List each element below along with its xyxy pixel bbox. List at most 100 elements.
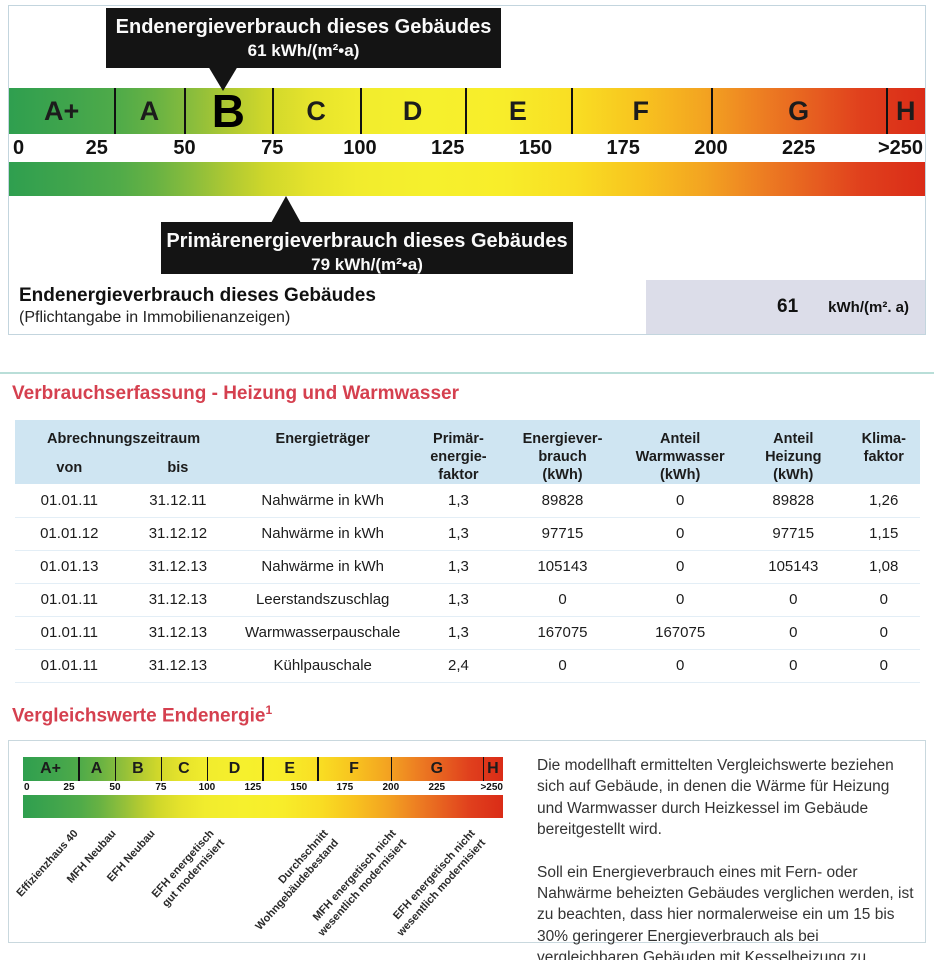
table-cell: 1,15: [847, 517, 920, 551]
table-cell: 105143: [738, 550, 848, 584]
table-cell: 0: [847, 583, 920, 617]
table-cell: 01.01.11: [15, 484, 124, 518]
comparison-panel: A+ A B C D E F G H 0 25 50 75 100 125 150 175 200 225 >250…: [8, 740, 926, 960]
table-cell: 97715: [738, 517, 848, 551]
table-cell: 01.01.12: [15, 517, 124, 551]
footnote-marker: 1: [265, 703, 273, 717]
summary-title: Endenergieverbrauch dieses Gebäudes: [19, 285, 376, 306]
scale-tick-label: 25: [85, 137, 108, 159]
summary-subtitle: (Pflichtangabe in Immobilienanzeigen): [19, 309, 291, 326]
consumption-table: Abrechnungszeitraum Energieträger Primär- …: [15, 420, 920, 683]
scale-tick-label: 225: [428, 782, 446, 793]
table-cell: 0: [621, 649, 739, 683]
scale-tick-label: 200: [382, 782, 400, 793]
end-energy-callout: Endenergieverbrauch dieses Gebäudes 61 k…: [106, 8, 501, 68]
comparison-gradient-band: [23, 795, 503, 818]
table-row: 01.01.11 31.12.13 Kühlpauschale 2,4 0 0 0 0: [15, 649, 920, 683]
end-energy-pointer: [208, 66, 239, 91]
scale-tick-label: 150: [518, 137, 553, 159]
efficiency-class-g: G: [788, 95, 810, 126]
scale-tick-label: 25: [63, 782, 75, 793]
comparison-tick-row: 0 25 50 75 100 125 150 175 200 225 >250: [23, 781, 503, 794]
class-boundary-line: [710, 88, 713, 134]
table-cell: Leerstandszuschlag: [232, 583, 414, 617]
table-cell: 31.12.13: [123, 649, 233, 683]
column-header: Anteil Heizung (kWh): [738, 420, 848, 485]
class-boundary-line: [570, 88, 573, 134]
scale-tick-label: 75: [155, 782, 167, 793]
efficiency-class-a-plus: A+: [44, 95, 80, 126]
primary-energy-band: [9, 162, 925, 196]
scale-tick-label: 100: [198, 782, 216, 793]
table-cell: 01.01.11: [15, 616, 124, 650]
efficiency-class-f: F: [632, 95, 649, 126]
table-cell: 0: [621, 583, 739, 617]
scale-tick-label: 175: [606, 137, 640, 159]
scale-tick-label: 125: [244, 782, 262, 793]
table-cell: 0: [847, 616, 920, 650]
energy-scale-panel: Endenergieverbrauch dieses Gebäudes 61 k…: [8, 5, 926, 335]
table-row: 01.01.12 31.12.12 Nahwärme in kWh 1,3 97715 0…: [15, 517, 920, 551]
table-cell: Kühlpauschale: [232, 649, 414, 683]
class-boundary-line: [114, 757, 117, 781]
table-cell: 97715: [503, 517, 622, 551]
table-cell: 1,3: [413, 616, 504, 650]
class-boundary-line: [482, 757, 485, 781]
table-cell: Warmwasserpauschale: [232, 616, 414, 650]
efficiency-class-b: B: [132, 760, 144, 777]
class-boundary-line: [262, 757, 264, 781]
column-header: Primär- energie- faktor: [413, 420, 504, 485]
table-cell: 0: [621, 550, 739, 584]
table-cell: 31.12.13: [123, 583, 233, 617]
table-cell: Nahwärme in kWh: [232, 517, 414, 551]
consumption-section-title: Verbrauchserfassung - Heizung und Warmwa…: [12, 383, 459, 404]
scale-tick-label: 50: [109, 782, 121, 793]
class-boundary-line: [160, 757, 163, 781]
scale-tick-label: 225: [781, 137, 816, 159]
table-cell: 1,3: [413, 517, 504, 551]
scale-tick-label: >250: [480, 782, 503, 793]
column-subheader-bis: bis: [123, 459, 233, 485]
comparison-section-title: Vergleichswerte Endenergie1: [12, 703, 272, 727]
class-boundary-line: [272, 88, 275, 134]
comparison-class-band: A+ A B C D E F G H: [23, 757, 503, 781]
column-header-abrechnungszeitraum: Abrechnungszeitraum: [15, 420, 233, 460]
table-cell: 01.01.11: [15, 583, 124, 617]
end-energy-callout-title: Endenergieverbrauch dieses Gebäudes: [115, 16, 492, 38]
table-cell: 01.01.13: [15, 550, 124, 584]
end-energy-callout-value: 61 kWh/(m²•a): [247, 41, 360, 60]
table-cell: 0: [738, 616, 848, 650]
primary-energy-callout: Primärenergieverbrauch dieses Gebäudes 7…: [161, 222, 573, 274]
table-cell: 31.12.13: [123, 550, 233, 584]
reference-building-labels: Effizienzhaus 40 MFH Neubau EFH Neubau EFH …: [14, 827, 503, 942]
class-boundary-line: [317, 757, 319, 781]
reference-building-label: EFH energetisch gut modernisiert: [149, 827, 228, 910]
table-cell: 105143: [503, 550, 622, 584]
table-cell: 1,3: [413, 583, 504, 617]
table-cell: 31.12.12: [123, 517, 233, 551]
efficiency-class-h: H: [487, 760, 499, 777]
class-boundary-line: [184, 88, 187, 134]
table-cell: Nahwärme in kWh: [232, 550, 414, 584]
table-cell: 0: [621, 484, 739, 518]
efficiency-class-e: E: [284, 760, 295, 777]
table-cell: 167075: [621, 616, 739, 650]
scale-tick-label: 50: [173, 137, 196, 159]
scale-tick-row: 0 25 50 75 100 125 150 175 200 225 >250: [9, 134, 925, 162]
class-boundary-line: [886, 88, 889, 134]
table-cell: 1,08: [847, 550, 920, 584]
primary-energy-pointer: [271, 196, 302, 223]
table-cell: 89828: [738, 484, 848, 518]
column-header: Klima- faktor: [847, 420, 920, 485]
table-row: 01.01.11 31.12.13 Warmwasserpauschale 1,3 16…: [15, 616, 920, 650]
comparison-title-text: Vergleichswerte Endenergie: [12, 705, 266, 727]
consumption-table-body: 01.01.11 31.12.11 Nahwärme in kWh 1,3 89828 0…: [15, 484, 920, 683]
efficiency-class-f: F: [349, 760, 359, 777]
table-row: 01.01.11 31.12.13 Leerstandszuschlag 1,3 0 0 0…: [15, 583, 920, 617]
table-cell: 1,3: [413, 484, 504, 518]
column-header: Energieträger: [232, 420, 414, 485]
class-boundary-line: [114, 88, 117, 134]
table-cell: 0: [503, 583, 622, 617]
class-boundary-line: [390, 757, 393, 781]
primary-energy-callout-value: 79 kWh/(m²•a): [311, 255, 423, 274]
